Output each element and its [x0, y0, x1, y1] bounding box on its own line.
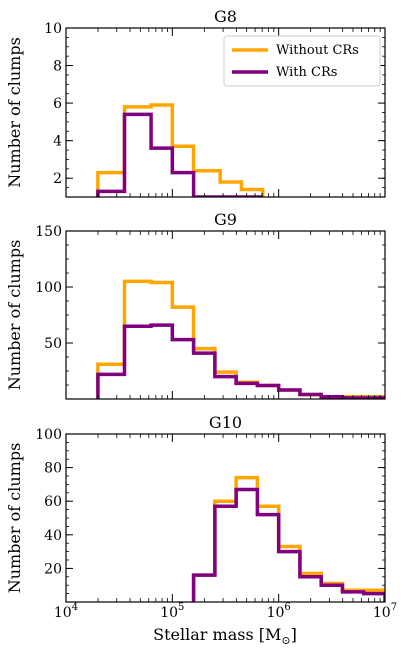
y-tick-label: 100 — [35, 427, 62, 443]
y-axis-label: Number of clumps — [5, 443, 24, 594]
y-tick-label: 50 — [44, 336, 62, 352]
panel-title: G8 — [214, 7, 237, 26]
legend: Without CRs With CRs — [223, 35, 381, 87]
y-tick-label: 6 — [53, 96, 62, 112]
x-axis-label: Stellar mass [M⊙] — [153, 625, 297, 647]
series-with-crs-g9 — [96, 323, 385, 399]
y-axis-label: Number of clumps — [5, 240, 24, 391]
y-tick-label: 80 — [44, 461, 62, 477]
y-tick-label: 10 — [44, 21, 62, 37]
series-with-crs-g10 — [191, 487, 385, 602]
series-with-crs-g8 — [96, 112, 263, 197]
y-tick-label: 100 — [35, 280, 62, 296]
panel-g8: 2 4 6 8 10 G8 Number of clumps — [5, 7, 386, 198]
x-tick-label-1e5: 105 — [160, 602, 184, 621]
series-without-crs-g8 — [96, 103, 265, 197]
y-tick-label: 40 — [44, 528, 62, 544]
y-tick-label: 60 — [44, 494, 62, 510]
legend-label-with-crs: With CRs — [276, 65, 337, 80]
y-tick-label: 150 — [35, 224, 62, 240]
y-tick-label: 2 — [53, 171, 62, 187]
panel-title: G9 — [214, 210, 237, 229]
legend-label-without-crs: Without CRs — [276, 43, 359, 58]
y-tick-label: 8 — [53, 59, 62, 75]
series-without-crs-g10 — [191, 475, 385, 602]
panel-title: G10 — [209, 413, 242, 432]
x-tick-label-1e7: 107 — [373, 602, 397, 621]
series-without-crs-g9 — [96, 279, 385, 399]
y-tick-label: 20 — [44, 561, 62, 577]
y-tick-label: 4 — [53, 134, 62, 150]
x-tick-labels: 104 105 106 107 — [54, 602, 397, 621]
panel-g9: 50 100 150 G9 Number of clumps — [5, 210, 386, 400]
panel-g10: 20 40 60 80 100 G10 Number of clumps — [5, 413, 386, 603]
x-tick-label-1e6: 106 — [267, 602, 291, 621]
axes-frame — [65, 433, 386, 603]
x-tick-label-1e4: 104 — [54, 602, 78, 621]
y-axis-label: Number of clumps — [5, 37, 24, 188]
